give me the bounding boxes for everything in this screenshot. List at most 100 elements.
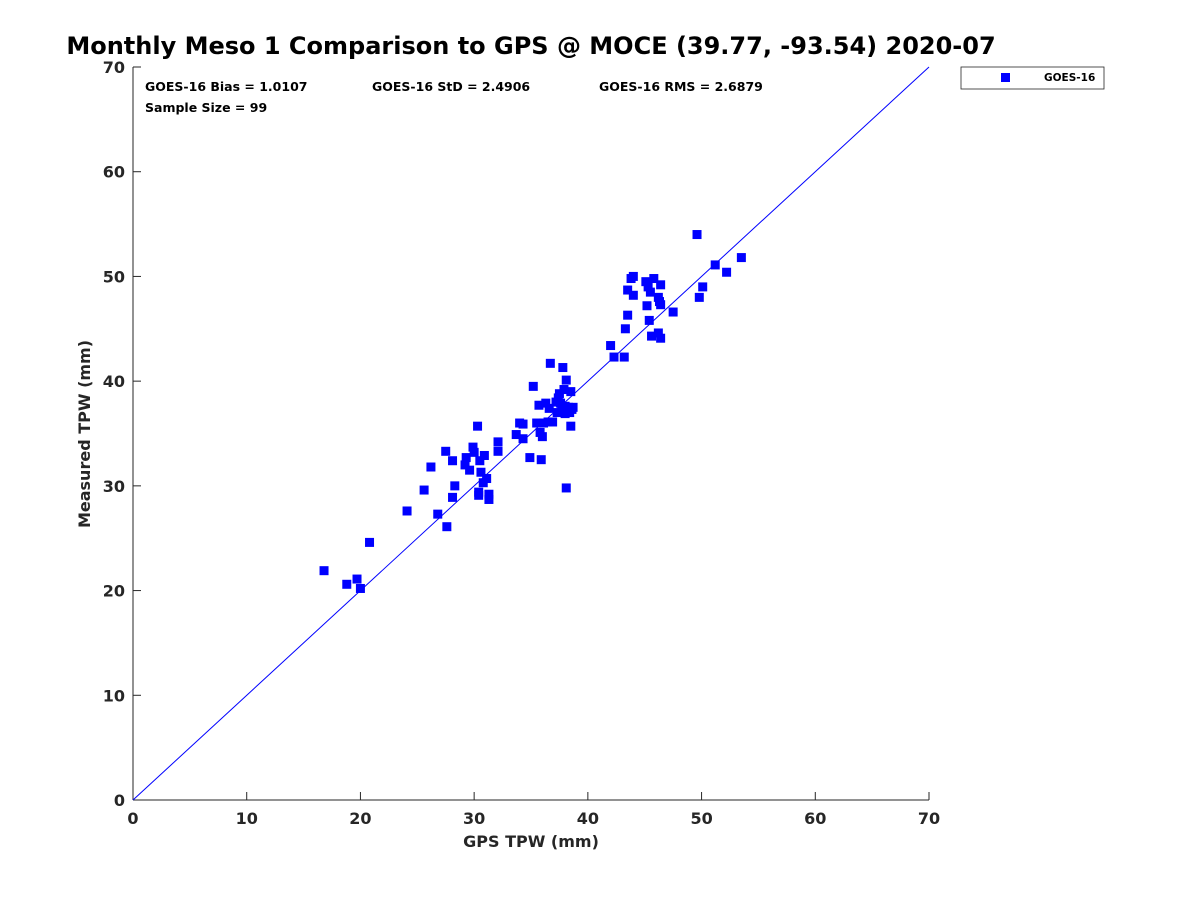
data-point — [365, 537, 375, 547]
data-point — [561, 375, 571, 385]
data-point — [609, 352, 619, 362]
data-point — [561, 483, 571, 493]
data-point — [441, 446, 451, 456]
data-point — [484, 494, 494, 504]
data-point — [475, 456, 485, 466]
goes16-points — [319, 230, 746, 593]
data-point — [448, 456, 458, 466]
data-point — [342, 579, 352, 589]
data-point — [545, 358, 555, 368]
data-point — [474, 487, 484, 497]
y-tick-label: 50 — [103, 267, 125, 286]
data-point — [620, 324, 630, 334]
data-point — [559, 385, 569, 395]
data-point — [548, 417, 558, 427]
data-point — [479, 450, 489, 460]
stat-bias: GOES-16 Bias = 1.0107 — [145, 79, 307, 94]
legend-label-goes16: GOES-16 — [1044, 72, 1095, 84]
data-point — [656, 333, 666, 343]
legend-marker-goes16 — [1001, 73, 1010, 82]
data-point — [558, 363, 568, 373]
x-tick-label: 10 — [236, 809, 258, 828]
x-axis-label: GPS TPW (mm) — [463, 832, 599, 851]
data-point — [556, 398, 566, 408]
data-point — [518, 419, 528, 429]
data-point — [525, 453, 535, 463]
data-point — [319, 566, 329, 576]
data-point — [532, 418, 542, 428]
x-tick-label: 50 — [690, 809, 712, 828]
data-point — [465, 465, 475, 475]
x-tick-label: 40 — [577, 809, 599, 828]
data-point — [653, 328, 663, 338]
data-point — [534, 400, 544, 410]
data-point — [692, 230, 702, 240]
data-point — [566, 421, 576, 431]
stat-sample-size: Sample Size = 99 — [145, 100, 267, 115]
data-point — [484, 489, 494, 499]
data-point — [469, 447, 479, 457]
data-point — [493, 437, 503, 447]
stat-std: GOES-16 StD = 2.4906 — [372, 79, 530, 94]
data-point — [442, 522, 452, 532]
data-point — [668, 307, 678, 317]
data-point — [643, 282, 653, 292]
y-axis-ticks: 0 10 20 30 40 50 60 70 — [103, 58, 141, 810]
data-point — [698, 282, 708, 292]
data-point — [552, 408, 562, 418]
data-point — [623, 285, 633, 295]
data-point — [461, 453, 471, 463]
data-point — [468, 442, 478, 452]
data-point — [647, 331, 657, 341]
x-tick-label: 70 — [918, 809, 940, 828]
data-point — [606, 341, 616, 351]
legend-box — [960, 66, 1105, 90]
y-tick-label: 70 — [103, 58, 125, 77]
data-point — [656, 300, 666, 310]
data-point — [628, 271, 638, 281]
data-point — [493, 446, 503, 456]
data-point — [539, 418, 549, 428]
data-point — [476, 467, 486, 477]
legend: GOES-16 — [960, 66, 1105, 90]
data-point — [642, 301, 652, 311]
data-point — [649, 274, 659, 284]
axes — [132, 67, 929, 801]
y-tick-label: 40 — [103, 372, 125, 391]
y-axis-label: Measured TPW (mm) — [75, 340, 94, 528]
data-point — [402, 506, 412, 516]
x-tick-label: 20 — [349, 809, 371, 828]
data-point — [433, 509, 443, 519]
data-point — [628, 290, 638, 300]
stat-rms: GOES-16 RMS = 2.6879 — [599, 79, 763, 94]
data-point — [694, 292, 704, 302]
y-tick-label: 60 — [103, 163, 125, 182]
x-tick-label: 30 — [463, 809, 485, 828]
data-point — [536, 455, 546, 465]
y-tick-label: 30 — [103, 477, 125, 496]
data-point — [645, 287, 655, 297]
data-point — [568, 402, 578, 412]
data-point — [537, 432, 547, 442]
data-point — [641, 277, 651, 287]
data-point — [448, 492, 458, 502]
data-point — [450, 481, 460, 491]
data-point — [619, 352, 629, 362]
data-point — [656, 280, 666, 290]
data-point — [710, 260, 720, 270]
data-point — [541, 398, 551, 408]
data-point — [554, 389, 564, 399]
data-point — [460, 460, 470, 470]
data-point — [511, 430, 521, 440]
data-point — [352, 574, 362, 584]
data-point — [426, 462, 436, 472]
data-point — [528, 381, 538, 391]
data-point — [419, 485, 429, 495]
data-point — [544, 403, 554, 413]
data-point — [355, 583, 365, 593]
x-tick-label: 60 — [804, 809, 826, 828]
y-tick-label: 20 — [103, 582, 125, 601]
data-point — [482, 474, 492, 484]
data-point — [543, 417, 553, 427]
